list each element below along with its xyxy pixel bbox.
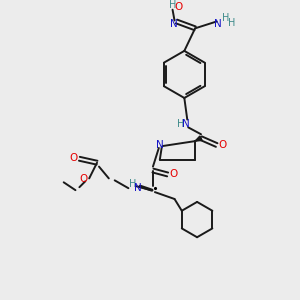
Text: H: H [228,18,235,28]
Text: N: N [170,20,177,29]
Text: O: O [169,169,178,179]
Text: H: H [169,0,176,10]
Text: N: N [182,119,190,129]
Text: H: H [177,119,184,129]
Text: N: N [156,140,164,150]
Text: O: O [218,140,227,150]
Text: N: N [214,20,221,29]
Polygon shape [195,136,202,141]
Text: O: O [79,174,87,184]
Text: H: H [129,179,136,189]
Text: O: O [174,2,183,12]
Text: O: O [69,153,78,163]
Text: N: N [134,183,142,193]
Text: H: H [222,13,229,22]
